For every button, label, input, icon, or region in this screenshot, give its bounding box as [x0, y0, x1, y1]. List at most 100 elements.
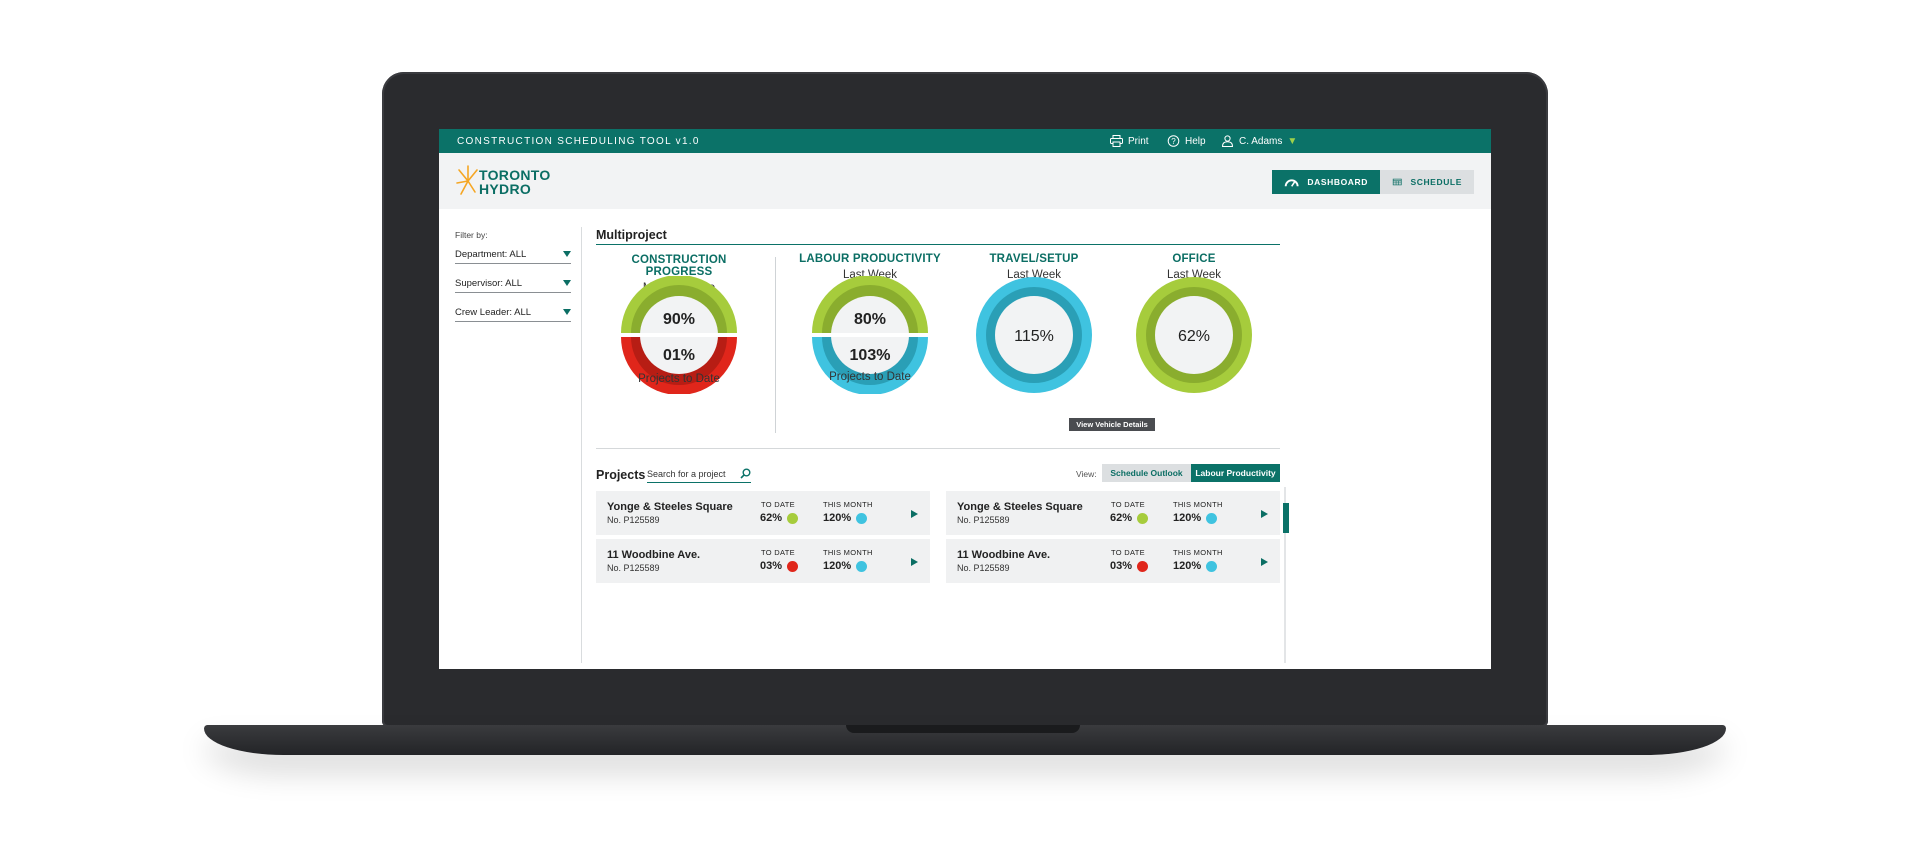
app-header: TORONTO HYDRO DASHBOARD SCHEDULE — [439, 153, 1491, 209]
labour-bottom-value: 103% — [850, 347, 891, 364]
this-month-value: 120% — [1173, 512, 1218, 524]
projects-scrollbar-track[interactable] — [1284, 487, 1286, 663]
crew-leader-filter[interactable]: Crew Leader: ALL — [455, 307, 571, 322]
print-button[interactable]: Print — [1110, 135, 1149, 147]
play-arrow-icon[interactable] — [1261, 510, 1268, 518]
help-button[interactable]: ? Help — [1167, 135, 1206, 147]
office-value: 62% — [1178, 328, 1210, 345]
supervisor-filter-value: Supervisor: ALL — [455, 278, 523, 289]
this-month-value: 120% — [823, 512, 868, 524]
section-divider — [596, 244, 1280, 245]
app-title: CONSTRUCTION SCHEDULING TOOL v1.0 — [457, 136, 700, 147]
logo-line-2: HYDRO — [479, 181, 532, 197]
toronto-hydro-logo: TORONTO HYDRO — [455, 162, 565, 202]
travel-donut-hole — [995, 296, 1073, 374]
status-dot-red — [1137, 560, 1149, 572]
view-labour-productivity[interactable]: Labour Productivity — [1191, 464, 1280, 482]
tab-dashboard-label: DASHBOARD — [1307, 177, 1368, 187]
to-date-value: 62% — [1110, 512, 1149, 524]
crew-leader-filter-value: Crew Leader: ALL — [455, 307, 532, 318]
this-month-value: 120% — [823, 560, 868, 572]
travel-setup-title: TRAVEL/SETUP — [989, 253, 1079, 265]
tab-schedule[interactable]: SCHEDULE — [1380, 170, 1474, 194]
play-arrow-icon[interactable] — [911, 510, 918, 518]
status-dot-blue — [856, 512, 868, 524]
user-name: C. Adams — [1239, 135, 1283, 147]
logo-star-icon — [456, 165, 478, 195]
view-vehicle-details-button[interactable]: View Vehicle Details — [1069, 418, 1155, 431]
logo-line-1: TORONTO — [479, 167, 551, 183]
status-dot-red — [787, 560, 799, 572]
chevron-down-icon: ▼ — [1287, 135, 1298, 147]
filter-sidebar: Filter by: Department: ALL Supervisor: A… — [439, 209, 582, 669]
project-name: 11 Woodbine Ave. — [957, 549, 1051, 561]
to-date-label: TO DATE — [1111, 548, 1145, 557]
chevron-down-icon — [563, 309, 571, 315]
status-dot-blue — [1206, 512, 1218, 524]
to-date-percent: 62% — [760, 512, 783, 524]
to-date-percent: 03% — [1110, 560, 1133, 572]
this-month-label: THIS MONTH — [823, 548, 873, 557]
help-icon: ? — [1167, 135, 1180, 147]
construction-bottom-value: 01% — [663, 347, 695, 364]
this-month-label: THIS MONTH — [823, 500, 873, 509]
project-name: Yonge & Steeles Square — [957, 501, 1083, 513]
search-icon[interactable] — [740, 468, 751, 479]
gauge-icon — [1284, 179, 1299, 187]
to-date-value: 62% — [760, 512, 799, 524]
project-search-input[interactable]: Search for a project — [647, 467, 751, 483]
status-dot-blue — [1206, 560, 1218, 572]
travel-setup-subtitle: Last Week — [1006, 269, 1062, 281]
department-filter[interactable]: Department: ALL — [455, 249, 571, 264]
construction-split — [620, 333, 738, 337]
to-date-value: 03% — [760, 560, 799, 572]
calendar-grid-icon — [1392, 178, 1402, 186]
project-card[interactable]: Yonge & Steeles Square No. P125589 TO DA… — [946, 491, 1280, 535]
office-title: OFFICE — [1172, 253, 1216, 265]
filter-label: Filter by: — [455, 230, 488, 240]
status-dot-blue — [856, 560, 868, 572]
project-number: No. P125589 — [957, 563, 1010, 573]
multiproject-title: Multiproject — [596, 228, 667, 242]
laptop-notch — [846, 725, 1080, 733]
help-label: Help — [1185, 135, 1206, 147]
status-dot-green — [1137, 512, 1149, 524]
labour-top-value: 80% — [854, 311, 886, 328]
play-arrow-icon[interactable] — [1261, 558, 1268, 566]
travel-setup-donut: 115% — [976, 277, 1092, 393]
metrics-divider — [775, 257, 776, 433]
this-month-percent: 120% — [823, 512, 852, 524]
construction-top-value: 90% — [663, 311, 695, 328]
project-card[interactable]: Yonge & Steeles Square No. P125589 TO DA… — [596, 491, 930, 535]
chevron-down-icon — [563, 280, 571, 286]
construction-progress-footer: Projects to Date — [638, 373, 720, 385]
supervisor-filter[interactable]: Supervisor: ALL — [455, 278, 571, 293]
construction-progress-title: CONSTRUCTION PROGRESS — [631, 254, 727, 278]
chevron-down-icon — [563, 251, 571, 257]
play-arrow-icon[interactable] — [911, 558, 918, 566]
app-screen: CONSTRUCTION SCHEDULING TOOL v1.0 Print … — [439, 129, 1491, 669]
logo-text: TORONTO HYDRO — [479, 168, 551, 196]
this-month-percent: 120% — [1173, 560, 1202, 572]
search-placeholder: Search for a project — [647, 469, 726, 479]
svg-text:?: ? — [1171, 137, 1176, 146]
view-toggle: Schedule Outlook Labour Productivity — [1102, 464, 1280, 482]
top-bar: CONSTRUCTION SCHEDULING TOOL v1.0 Print … — [439, 129, 1491, 153]
sidebar-divider — [581, 227, 582, 663]
user-menu[interactable]: C. Adams ▼ — [1221, 135, 1297, 147]
office-subtitle: Last Week — [1166, 269, 1222, 281]
user-icon — [1221, 135, 1234, 147]
project-card[interactable]: 11 Woodbine Ave. No. P125589 TO DATE 03%… — [596, 539, 930, 583]
travel-setup-header: TRAVEL/SETUP Last Week — [954, 253, 1114, 281]
view-schedule-outlook[interactable]: Schedule Outlook — [1102, 464, 1191, 482]
office-header: OFFICE Last Week — [1114, 253, 1274, 281]
project-card[interactable]: 11 Woodbine Ave. No. P125589 TO DATE 03%… — [946, 539, 1280, 583]
view-label: View: — [1076, 469, 1097, 479]
office-donut-hole — [1155, 296, 1233, 374]
tab-dashboard[interactable]: DASHBOARD — [1272, 170, 1380, 194]
labour-split — [811, 333, 929, 337]
projects-scrollbar-thumb[interactable] — [1283, 503, 1289, 533]
labour-productivity-footer: Projects to Date — [829, 371, 911, 383]
printer-icon — [1110, 135, 1123, 147]
status-dot-green — [787, 512, 799, 524]
